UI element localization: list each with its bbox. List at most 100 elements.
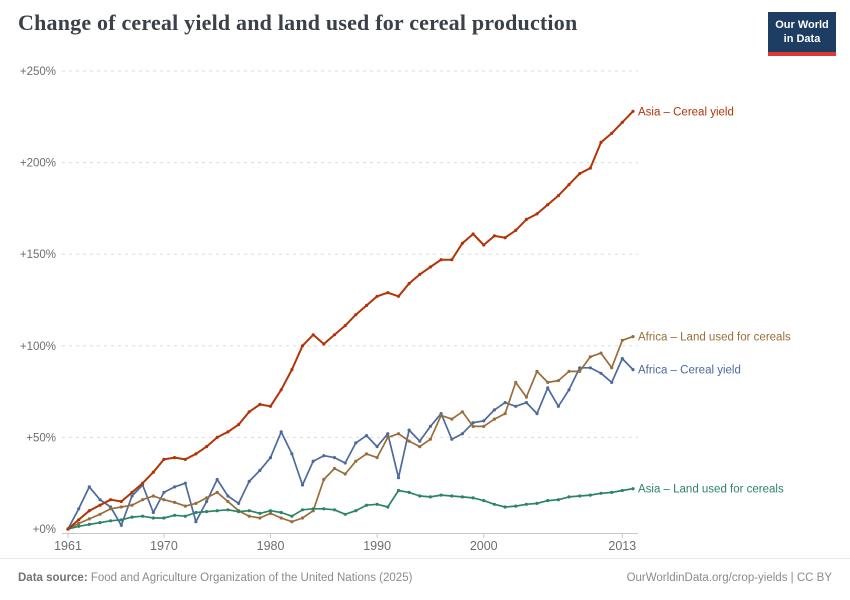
data-point-asia-cereal-yield — [205, 445, 209, 449]
data-point-asia-cereal-yield — [471, 232, 475, 236]
data-point-africa-cereal-yield — [407, 428, 411, 432]
x-tick-label: 2013 — [608, 539, 636, 553]
data-point-africa-cereal-yield — [183, 481, 187, 485]
data-point-africa-land-used-for-cereals — [375, 456, 379, 460]
series-line-asia-cereal-yield — [67, 110, 634, 530]
data-point-asia-cereal-yield — [237, 423, 241, 427]
data-point-africa-land-used-for-cereals — [98, 512, 102, 516]
data-point-asia-land-used-for-cereals — [524, 502, 529, 506]
data-point-asia-cereal-yield — [77, 518, 81, 522]
data-point-asia-cereal-yield — [386, 291, 390, 295]
data-point-africa-land-used-for-cereals — [194, 501, 198, 505]
data-point-africa-cereal-yield — [418, 439, 422, 443]
data-point-africa-land-used-for-cereals — [439, 413, 443, 417]
data-point-africa-cereal-yield — [290, 452, 294, 456]
data-point-africa-cereal-yield — [322, 454, 326, 458]
data-point-africa-cereal-yield — [247, 479, 251, 483]
data-point-asia-cereal-yield — [556, 194, 561, 198]
y-tick-label: +100% — [20, 341, 56, 353]
data-point-africa-cereal-yield — [215, 477, 219, 482]
data-point-asia-land-used-for-cereals — [343, 512, 347, 516]
data-point-asia-cereal-yield — [162, 457, 166, 461]
data-point-africa-land-used-for-cereals — [162, 498, 166, 502]
data-point-africa-cereal-yield — [396, 476, 401, 480]
data-point-africa-cereal-yield — [77, 507, 81, 511]
owid-logo-line1: Our World — [775, 19, 829, 31]
data-point-asia-cereal-yield — [567, 183, 571, 187]
data-point-asia-cereal-yield — [173, 456, 177, 460]
data-point-asia-land-used-for-cereals — [173, 513, 177, 517]
owid-crop-yields-link[interactable]: OurWorldinData.org/crop-yields — [626, 572, 788, 584]
data-point-asia-cereal-yield — [311, 333, 315, 337]
chart-footer: Data source: Food and Agriculture Organi… — [0, 558, 850, 600]
data-point-asia-cereal-yield — [98, 503, 102, 507]
data-point-asia-land-used-for-cereals — [279, 510, 283, 515]
data-point-africa-land-used-for-cereals — [450, 417, 454, 421]
data-point-africa-cereal-yield — [205, 499, 209, 504]
data-point-asia-cereal-yield — [130, 490, 134, 494]
data-point-asia-land-used-for-cereals — [268, 509, 273, 513]
data-point-africa-cereal-yield — [279, 430, 283, 434]
series-label-asia-cereal-yield[interactable]: Asia – Cereal yield — [638, 106, 734, 118]
data-point-asia-cereal-yield — [119, 499, 123, 504]
data-point-africa-land-used-for-cereals — [588, 355, 592, 359]
data-point-asia-cereal-yield — [631, 109, 635, 113]
data-point-asia-land-used-for-cereals — [215, 509, 219, 513]
data-point-asia-land-used-for-cereals — [162, 516, 166, 520]
data-point-africa-land-used-for-cereals — [109, 507, 113, 511]
y-tick-label: +0% — [33, 524, 56, 536]
data-point-africa-land-used-for-cereals — [428, 437, 432, 441]
data-source-text: Food and Agriculture Organization of the… — [87, 572, 413, 584]
data-point-asia-land-used-for-cereals — [322, 507, 326, 511]
data-point-asia-land-used-for-cereals — [439, 493, 443, 497]
owid-logo[interactable]: Our World in Data — [768, 12, 836, 56]
series-label-africa-land-used-for-cereals[interactable]: Africa – Land used for cereals — [638, 332, 791, 344]
data-point-asia-land-used-for-cereals — [460, 495, 464, 499]
data-point-asia-land-used-for-cereals — [503, 505, 507, 509]
data-point-asia-land-used-for-cereals — [588, 493, 592, 497]
data-point-asia-cereal-yield — [450, 258, 454, 262]
data-point-asia-land-used-for-cereals — [311, 507, 315, 511]
data-point-asia-cereal-yield — [439, 258, 443, 262]
data-point-asia-cereal-yield — [460, 241, 464, 245]
data-point-asia-land-used-for-cereals — [151, 516, 155, 520]
data-point-asia-cereal-yield — [599, 140, 603, 144]
data-point-africa-cereal-yield — [588, 366, 592, 370]
data-point-africa-land-used-for-cereals — [599, 351, 603, 355]
data-point-asia-cereal-yield — [428, 265, 432, 269]
data-point-asia-land-used-for-cereals — [386, 505, 390, 509]
data-point-africa-cereal-yield — [450, 437, 454, 441]
data-point-asia-land-used-for-cereals — [375, 502, 379, 506]
data-point-asia-cereal-yield — [343, 324, 347, 328]
data-point-africa-cereal-yield — [258, 468, 262, 472]
data-point-africa-land-used-for-cereals — [364, 452, 369, 456]
data-point-asia-land-used-for-cereals — [237, 510, 241, 514]
data-point-asia-land-used-for-cereals — [332, 508, 337, 512]
data-point-asia-cereal-yield — [418, 272, 422, 276]
series-label-africa-cereal-yield[interactable]: Africa – Cereal yield — [638, 365, 741, 377]
data-point-africa-land-used-for-cereals — [407, 439, 411, 443]
data-point-africa-cereal-yield — [503, 401, 507, 405]
data-point-africa-land-used-for-cereals — [215, 490, 219, 494]
data-point-asia-cereal-yield — [364, 303, 369, 308]
data-point-asia-cereal-yield — [503, 236, 507, 240]
data-point-asia-cereal-yield — [290, 368, 294, 372]
data-point-africa-cereal-yield — [428, 424, 432, 428]
data-point-asia-cereal-yield — [66, 527, 70, 531]
data-point-asia-land-used-for-cereals — [77, 524, 81, 528]
data-point-africa-land-used-for-cereals — [141, 498, 145, 502]
data-point-africa-land-used-for-cereals — [546, 380, 550, 384]
x-tick-label: 1961 — [54, 539, 82, 553]
data-point-asia-cereal-yield — [87, 509, 91, 513]
data-point-africa-cereal-yield — [268, 456, 273, 460]
series-label-asia-land-used-for-cereals[interactable]: Asia – Land used for cereals — [638, 484, 784, 496]
x-tick-label: 1990 — [363, 539, 391, 553]
data-point-asia-land-used-for-cereals — [482, 499, 486, 503]
data-point-asia-land-used-for-cereals — [450, 494, 454, 498]
data-point-africa-land-used-for-cereals — [268, 511, 273, 515]
data-point-asia-cereal-yield — [247, 410, 251, 414]
data-point-asia-land-used-for-cereals — [258, 511, 262, 515]
data-point-asia-land-used-for-cereals — [535, 501, 539, 505]
data-point-asia-land-used-for-cereals — [428, 495, 432, 499]
y-tick-label: +150% — [20, 249, 56, 261]
